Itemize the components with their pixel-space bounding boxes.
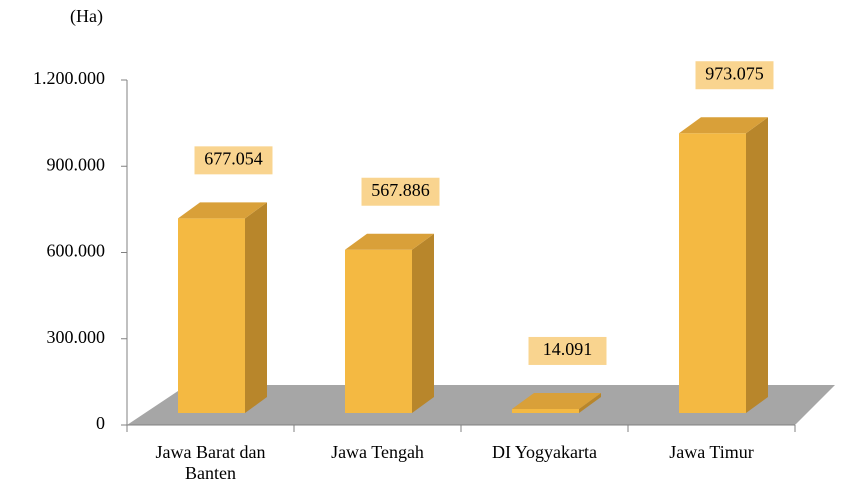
bar-top xyxy=(679,117,768,134)
bar-side xyxy=(579,392,601,413)
value-label: 14.091 xyxy=(543,339,593,359)
y-tick-label: 1.200.000 xyxy=(33,68,105,88)
value-label-box xyxy=(361,177,440,206)
x-tick-label: Jawa Barat dan Banten xyxy=(155,442,266,483)
x-tick-label: Jawa Tengah xyxy=(331,442,424,462)
bar-front xyxy=(178,218,245,413)
value-label: 567.886 xyxy=(371,180,430,200)
y-tick-label: 600.000 xyxy=(47,241,106,261)
value-label: 677.054 xyxy=(204,148,263,168)
y-tick-label: 300.000 xyxy=(47,327,106,347)
value-label-box xyxy=(528,336,607,365)
bar-top xyxy=(345,233,434,250)
bar-top xyxy=(178,202,267,219)
bar-front xyxy=(345,249,412,413)
bar-front xyxy=(679,133,746,413)
bar-front xyxy=(512,408,579,413)
y-tick-label: 900.000 xyxy=(47,154,106,174)
bar xyxy=(345,233,434,413)
value-label-box xyxy=(695,61,774,90)
y-axis-label: (Ha) xyxy=(70,6,103,27)
value-label: 973.075 xyxy=(705,63,764,83)
bar xyxy=(512,392,601,413)
x-tick-label: DI Yogyakarta xyxy=(492,442,597,462)
value-label-box xyxy=(194,146,273,175)
x-tick-label: Jawa Timur xyxy=(669,442,754,462)
bar-side xyxy=(245,202,267,413)
floor xyxy=(127,385,835,425)
bar-side xyxy=(412,233,434,413)
bar xyxy=(679,117,768,413)
bar xyxy=(178,202,267,413)
bar-side xyxy=(746,117,768,413)
bar-top xyxy=(512,392,601,409)
y-tick-label: 0 xyxy=(96,413,105,433)
